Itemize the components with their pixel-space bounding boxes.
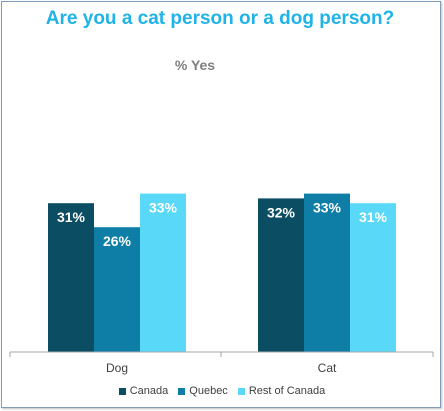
- legend-item-rest-of-canada: Rest of Canada: [237, 385, 326, 397]
- bar-cat-quebec: [304, 193, 350, 352]
- legend: Canada Quebec Rest of Canada: [0, 385, 444, 397]
- data-label-cat-quebec: 33%: [313, 200, 342, 216]
- bar-cat-canada: [258, 198, 304, 352]
- data-label-cat-rest-of-canada: 31%: [359, 209, 388, 225]
- bar-dog-quebec: [94, 227, 140, 352]
- legend-item-quebec: Quebec: [178, 385, 228, 397]
- bar-dog-rest-of-canada: [140, 193, 186, 352]
- data-label-dog-rest-of-canada: 33%: [149, 200, 178, 216]
- bar-dog-canada: [48, 203, 94, 352]
- category-label-cat: Cat: [318, 361, 337, 375]
- legend-swatch-rest-of-canada: [237, 387, 245, 395]
- legend-item-canada: Canada: [118, 385, 169, 397]
- legend-label-quebec: Quebec: [189, 385, 228, 397]
- category-label-dog: Dog: [106, 361, 128, 375]
- legend-swatch-quebec: [178, 387, 186, 395]
- chart-title: Are you a cat person or a dog person?: [45, 8, 395, 29]
- legend-label-canada: Canada: [129, 385, 169, 397]
- legend-label-rest-of-canada: Rest of Canada: [248, 385, 326, 397]
- bar-cat-rest-of-canada: [350, 203, 396, 352]
- legend-swatch-canada: [118, 387, 126, 395]
- data-label-cat-canada: 32%: [267, 204, 296, 220]
- data-label-dog-quebec: 26%: [103, 233, 132, 249]
- data-label-dog-canada: 31%: [57, 209, 86, 225]
- chart-subtitle: % Yes: [174, 57, 216, 73]
